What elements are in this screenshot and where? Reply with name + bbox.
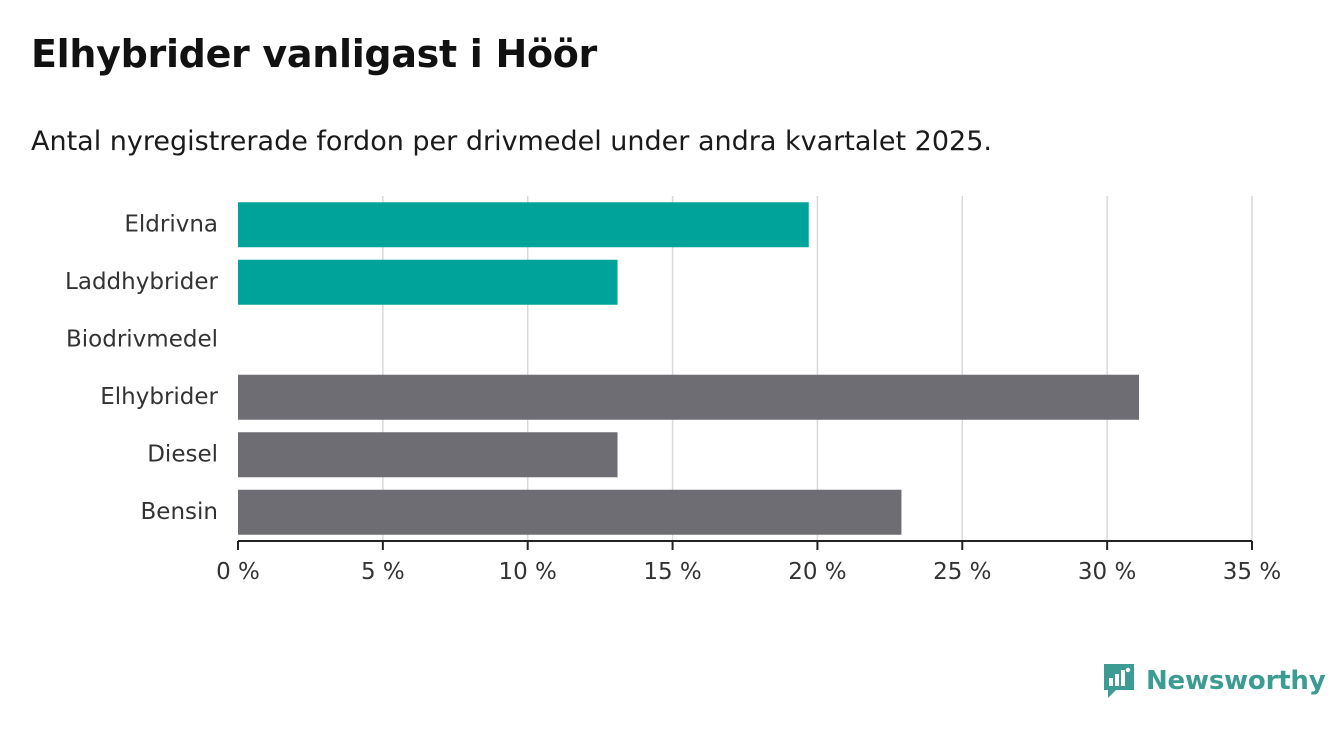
x-tick-label: 5 % xyxy=(361,559,405,585)
x-tick-label: 20 % xyxy=(788,559,846,585)
x-tick-label: 0 % xyxy=(216,559,260,585)
category-label: Elhybrider xyxy=(100,384,218,410)
x-tick-label: 30 % xyxy=(1078,559,1136,585)
category-label: Bensin xyxy=(141,499,218,525)
bar xyxy=(238,432,618,478)
gridlines xyxy=(382,196,1253,541)
brand-name: Newsworthy xyxy=(1146,666,1326,696)
x-tick-label: 10 % xyxy=(498,559,556,585)
x-tick-label: 25 % xyxy=(933,559,991,585)
x-axis: 0 % 5 % 10 % 15 % 20 % 25 % 30 % 35 % xyxy=(216,540,1281,585)
category-label: Eldrivna xyxy=(124,211,218,237)
chart-subtitle: Antal nyregistrerade fordon per drivmede… xyxy=(31,126,992,157)
bar xyxy=(238,259,618,305)
bar-chart-flag-icon xyxy=(1104,664,1134,698)
category-label: Diesel xyxy=(147,441,218,467)
category-label: Biodrivmedel xyxy=(66,326,218,352)
category-label: Laddhybrider xyxy=(65,269,218,295)
x-tick-label: 35 % xyxy=(1223,559,1281,585)
category-labels: Eldrivna Laddhybrider Biodrivmedel Elhybrid… xyxy=(65,211,218,525)
bar xyxy=(238,374,1140,420)
bars xyxy=(238,202,1140,535)
bar xyxy=(238,489,902,535)
bar xyxy=(238,202,809,248)
x-tick-label: 15 % xyxy=(643,559,701,585)
brand-logo-block: Newsworthy xyxy=(1102,662,1326,700)
chart-title: Elhybrider vanligast i Höör xyxy=(31,32,598,76)
